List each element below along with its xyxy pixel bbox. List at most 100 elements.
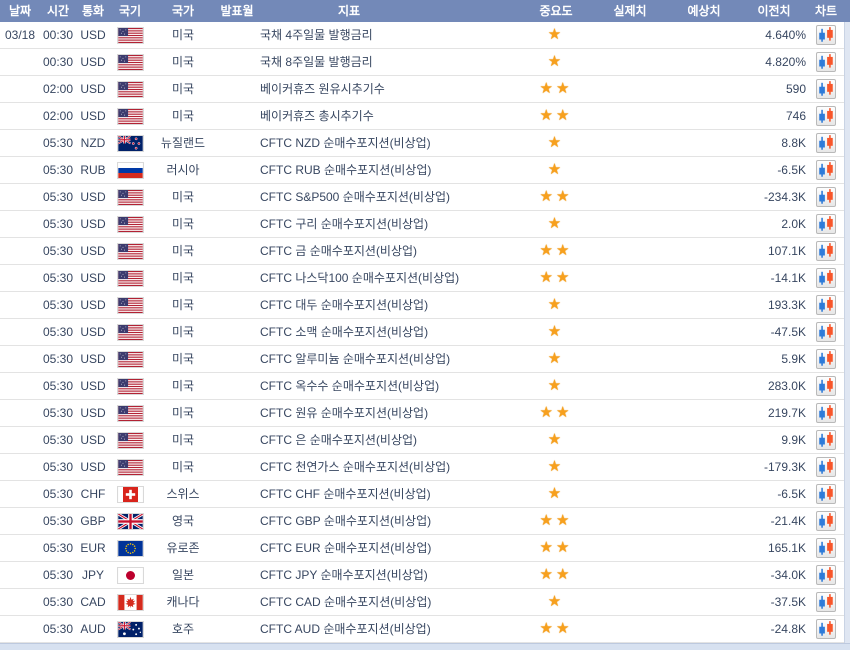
candlestick-chart-icon[interactable] [816, 295, 836, 315]
candlestick-chart-icon[interactable] [816, 52, 836, 72]
previous-cell: -24.8K [770, 622, 806, 636]
indicator-link[interactable]: CFTC AUD 순매수포지션(비상업) [260, 622, 431, 636]
star-icon: ★ [547, 296, 565, 313]
indicator-link[interactable]: CFTC GBP 순매수포지션(비상업) [260, 514, 432, 528]
chart-cell [808, 22, 844, 48]
indicator-link[interactable]: CFTC 옥수수 순매수포지션(비상업) [260, 379, 440, 393]
time-cell: 05:30 [42, 244, 74, 258]
table-row: 02:00 USD 미국 베이커휴즈 총시추기수 ★★ 746 [0, 103, 844, 130]
forecast-cell [668, 562, 740, 588]
chart-cell [808, 400, 844, 426]
time-cell: 02:00 [42, 109, 74, 123]
country-cell: 미국 [171, 217, 195, 231]
indicator-link[interactable]: 베이커휴즈 총시추기수 [260, 109, 374, 123]
indicator-link[interactable]: 국채 4주일물 발행금리 [260, 28, 373, 42]
candlestick-chart-icon[interactable] [816, 349, 836, 369]
indicator-link[interactable]: CFTC 알루미늄 순매수포지션(비상업) [260, 352, 451, 366]
time-cell: 05:30 [42, 406, 74, 420]
candlestick-chart-icon[interactable] [816, 376, 836, 396]
candlestick-chart-icon[interactable] [816, 592, 836, 612]
candlestick-chart-icon[interactable] [816, 565, 836, 585]
forecast-cell [668, 508, 740, 534]
actual-cell [592, 49, 668, 75]
country-cell: 캐나다 [166, 595, 200, 609]
flag-cell [110, 427, 150, 453]
flag-jp-icon [116, 566, 144, 584]
candlestick-chart-icon[interactable] [816, 25, 836, 45]
release-month-cell [216, 238, 258, 264]
indicator-link[interactable]: CFTC 대두 순매수포지션(비상업) [260, 298, 429, 312]
indicator-link[interactable]: CFTC RUB 순매수포지션(비상업) [260, 163, 432, 177]
forecast-cell [668, 49, 740, 75]
time-cell: 05:30 [42, 379, 74, 393]
star-icon: ★ [547, 323, 565, 340]
importance-cell: ★ [520, 373, 592, 399]
previous-cell: 165.1K [767, 541, 806, 555]
flag-cell [110, 76, 150, 102]
actual-cell [592, 346, 668, 372]
candlestick-chart-icon[interactable] [816, 214, 836, 234]
date-cell [0, 103, 40, 129]
flag-cell [110, 49, 150, 75]
table-body: 03/18 00:30 USD 미국 국채 4주일물 발행금리 ★ 4.640% [0, 22, 844, 643]
currency-cell: USD [80, 55, 106, 69]
candlestick-chart-icon[interactable] [816, 79, 836, 99]
country-cell: 미국 [171, 244, 195, 258]
candlestick-chart-icon[interactable] [816, 241, 836, 261]
release-month-cell [216, 211, 258, 237]
table-row: 05:30 USD 미국 CFTC 은 순매수포지션(비상업) ★ 9.9K [0, 427, 844, 454]
country-cell: 미국 [171, 190, 195, 204]
indicator-link[interactable]: CFTC 구리 순매수포지션(비상업) [260, 217, 429, 231]
currency-cell: USD [80, 298, 106, 312]
candlestick-chart-icon[interactable] [816, 322, 836, 342]
indicator-link[interactable]: 베이커휴즈 원유시추기수 [260, 82, 385, 96]
col-header-actual: 실제치 [613, 4, 647, 18]
chart-cell [808, 616, 844, 642]
indicator-link[interactable]: CFTC CAD 순매수포지션(비상업) [260, 595, 432, 609]
candlestick-chart-icon[interactable] [816, 484, 836, 504]
candlestick-chart-icon[interactable] [816, 160, 836, 180]
importance-cell: ★ [520, 454, 592, 480]
candlestick-chart-icon[interactable] [816, 106, 836, 126]
actual-cell [592, 454, 668, 480]
country-cell: 미국 [171, 298, 195, 312]
indicator-link[interactable]: CFTC CHF 순매수포지션(비상업) [260, 487, 431, 501]
indicator-link[interactable]: CFTC 소맥 순매수포지션(비상업) [260, 325, 429, 339]
date-cell [0, 427, 40, 453]
indicator-link[interactable]: CFTC NZD 순매수포지션(비상업) [260, 136, 431, 150]
date-cell [0, 373, 40, 399]
flag-us-icon [116, 80, 144, 98]
candlestick-chart-icon[interactable] [816, 538, 836, 558]
flag-us-icon [116, 458, 144, 476]
indicator-link[interactable]: CFTC 나스닥100 순매수포지션(비상업) [260, 271, 460, 285]
time-cell: 05:30 [42, 433, 74, 447]
actual-cell [592, 589, 668, 615]
time-cell: 05:30 [42, 217, 74, 231]
indicator-link[interactable]: CFTC S&P500 순매수포지션(비상업) [260, 190, 451, 204]
indicator-link[interactable]: 국채 8주일물 발행금리 [260, 55, 373, 69]
candlestick-chart-icon[interactable] [816, 403, 836, 423]
currency-cell: USD [80, 190, 106, 204]
forecast-cell [668, 292, 740, 318]
actual-cell [592, 103, 668, 129]
indicator-link[interactable]: CFTC 천연가스 순매수포지션(비상업) [260, 460, 451, 474]
indicator-link[interactable]: CFTC 원유 순매수포지션(비상업) [260, 406, 429, 420]
indicator-link[interactable]: CFTC JPY 순매수포지션(비상업) [260, 568, 428, 582]
time-cell: 05:30 [42, 487, 74, 501]
candlestick-chart-icon[interactable] [816, 187, 836, 207]
candlestick-chart-icon[interactable] [816, 268, 836, 288]
indicator-link[interactable]: CFTC EUR 순매수포지션(비상업) [260, 541, 432, 555]
previous-cell: -37.5K [770, 595, 806, 609]
flag-cell [110, 616, 150, 642]
date-cell [0, 49, 40, 75]
candlestick-chart-icon[interactable] [816, 511, 836, 531]
table-row: 05:30 USD 미국 CFTC 소맥 순매수포지션(비상업) ★ -47.5… [0, 319, 844, 346]
candlestick-chart-icon[interactable] [816, 133, 836, 153]
candlestick-chart-icon[interactable] [816, 457, 836, 477]
indicator-link[interactable]: CFTC 은 순매수포지션(비상업) [260, 433, 418, 447]
previous-cell: 9.9K [781, 433, 806, 447]
candlestick-chart-icon[interactable] [816, 430, 836, 450]
flag-cell [110, 346, 150, 372]
candlestick-chart-icon[interactable] [816, 619, 836, 639]
indicator-link[interactable]: CFTC 금 순매수포지션(비상업) [260, 244, 418, 258]
